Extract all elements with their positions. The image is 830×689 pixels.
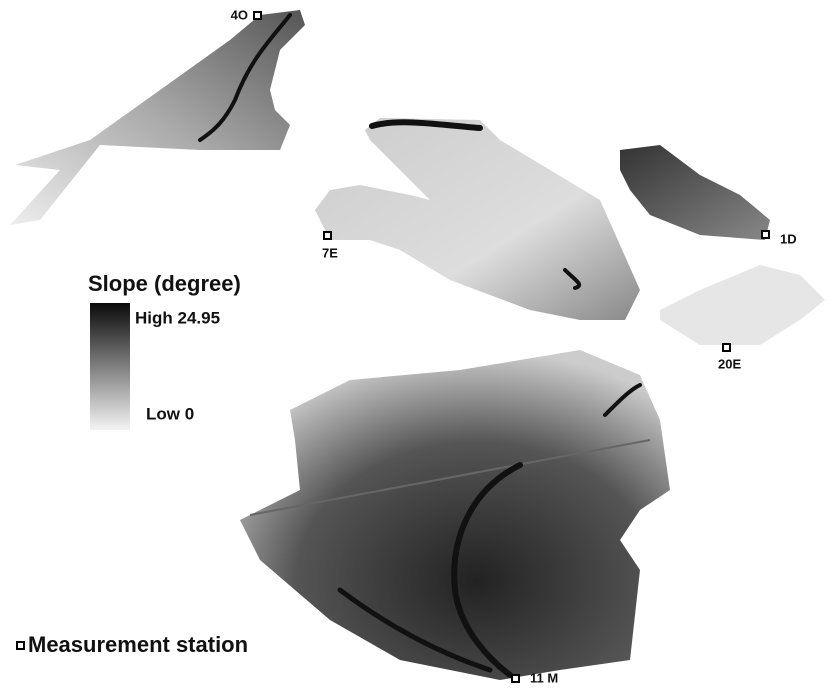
station-label: 20E [718, 356, 741, 371]
station-label: 7E [322, 245, 338, 260]
field-1d [620, 145, 770, 240]
field-central [315, 118, 640, 320]
legend-ramp [90, 303, 130, 430]
legend-title: Slope (degree) [88, 271, 241, 296]
station-legend-marker [17, 642, 24, 649]
station-label: 1D [780, 231, 797, 246]
station-marker [762, 231, 769, 238]
legend-low: Low 0 [146, 404, 194, 423]
station-marker [254, 12, 261, 19]
slope-map: 4O 7E 1D 20E 11 M Slope (degree) High 24… [0, 0, 830, 689]
station-legend-label: Measurement station [28, 632, 248, 657]
station-label: 11 M [530, 670, 558, 685]
field-20e [660, 265, 825, 345]
field-4o [10, 10, 305, 225]
station-marker [512, 675, 519, 682]
legend: Slope (degree) High 24.95 Low 0 Measurem… [17, 271, 248, 657]
station-marker [324, 232, 331, 239]
legend-high: High 24.95 [135, 308, 220, 327]
field-11m [240, 350, 670, 680]
terrain [10, 10, 825, 680]
station-marker [723, 344, 730, 351]
station-label: 4O [231, 7, 248, 22]
